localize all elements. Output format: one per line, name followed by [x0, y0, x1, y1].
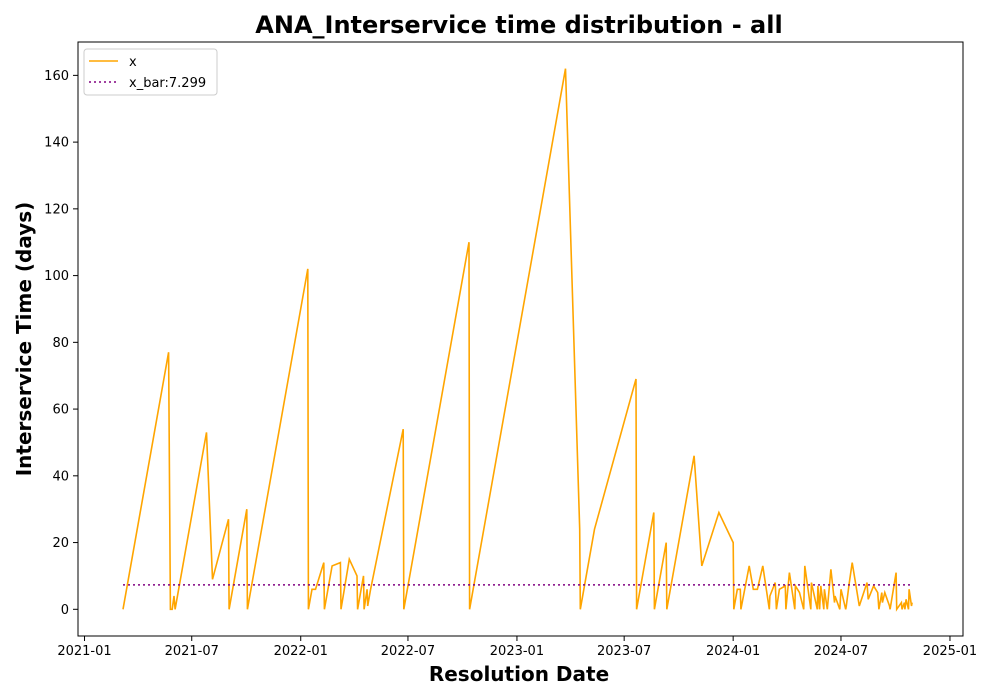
x-tick-label: 2022-01 [274, 644, 328, 659]
y-tick-label: 120 [44, 202, 69, 217]
x-tick-label: 2021-07 [165, 644, 219, 659]
y-tick-label: 80 [52, 336, 69, 351]
axes-frame [77, 41, 964, 637]
plot-area: 2021-01 2021-07 2022-01 2022-07 2023-01 2023-… [44, 41, 977, 659]
series-layer [122, 68, 913, 612]
x-tick-label: 2025-01 [923, 644, 977, 659]
series-line [122, 68, 913, 612]
y-tick-label: 40 [52, 469, 69, 484]
y-axis-ticks: 0 20 40 60 80 100 120 140 160 [44, 69, 78, 618]
x-tick-label: 2024-07 [814, 644, 868, 659]
x-tick-label: 2022-07 [381, 644, 435, 659]
x-tick-label: 2024-01 [706, 644, 760, 659]
y-tick-label: 160 [44, 69, 69, 84]
y-tick-label: 0 [61, 603, 69, 618]
x-tick-label: 2023-01 [490, 644, 544, 659]
x-axis-ticks: 2021-01 2021-07 2022-01 2022-07 2023-01 2023-… [57, 636, 977, 659]
legend-label: x [129, 55, 137, 70]
x-axis-label: Resolution Date [429, 662, 609, 686]
y-tick-label: 100 [44, 269, 69, 284]
y-axis-label: Interservice Time (days) [12, 202, 36, 477]
legend-label: x_bar:7.299 [129, 76, 206, 91]
legend: x x_bar:7.299 [83, 48, 218, 96]
y-tick-label: 140 [44, 136, 69, 151]
y-tick-label: 60 [52, 403, 69, 418]
chart-title: ANA_Interservice time distribution - all [255, 11, 782, 39]
x-tick-label: 2023-07 [597, 644, 651, 659]
x-tick-label: 2021-01 [57, 644, 111, 659]
y-tick-label: 20 [52, 536, 69, 551]
